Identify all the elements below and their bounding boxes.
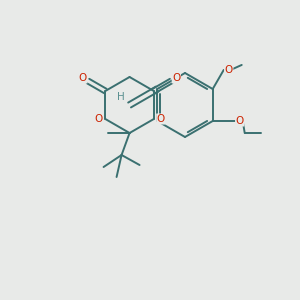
Text: O: O [157,114,165,124]
Text: O: O [236,116,244,126]
Text: O: O [172,73,181,83]
Text: O: O [94,114,103,124]
Text: O: O [225,65,233,75]
Text: H: H [117,92,124,102]
Text: O: O [79,73,87,83]
